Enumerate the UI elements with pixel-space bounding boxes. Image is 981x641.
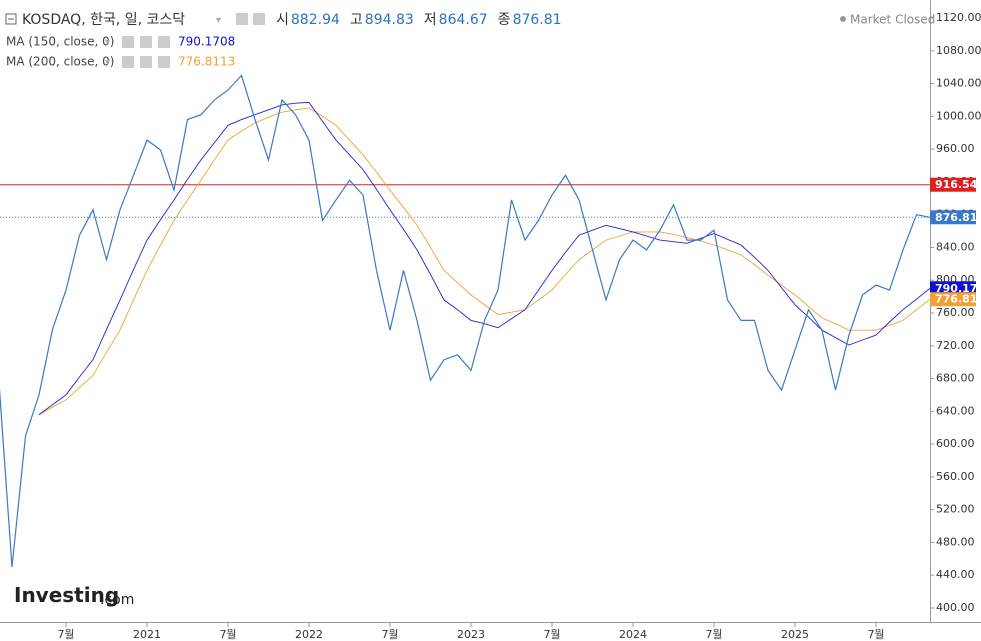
legend-icon (122, 36, 134, 48)
instrument-title: KOSDAQ, 한국, 일, 코스닥 (22, 12, 185, 28)
y-tick-label: 760.00 (936, 306, 975, 319)
y-tick-label: 960.00 (936, 142, 975, 155)
legend-icon (122, 56, 134, 68)
x-tick-label: 2022 (295, 628, 323, 641)
x-tick-label: 7월 (57, 628, 74, 641)
quote-value: 864.67 (439, 12, 488, 28)
axes: 400.00 440.00 480.00 520.00 560.00 600.00 640.… (57, 11, 981, 641)
x-tick-label: 7월 (381, 628, 398, 641)
price-line-tag-bg (930, 177, 976, 192)
quote-value: 894.83 (365, 12, 414, 28)
quote: 시 882.94 고 894.83 저 864.67 종 876.81 (276, 12, 562, 28)
y-tick-label: 680.00 (936, 372, 975, 385)
y-tick-label: 840.00 (936, 240, 975, 253)
quote-label: 저 (424, 12, 437, 28)
logo-suffix: .com (100, 592, 134, 608)
legend-label: MA (150, close, 0) (6, 35, 114, 49)
x-tick-label: 7월 (705, 628, 722, 641)
x-tick-label: 7월 (219, 628, 236, 641)
status-dot (840, 16, 846, 22)
logo: Investing (14, 583, 119, 607)
ma-tag: 776.81 (930, 292, 977, 307)
legend-icon (140, 56, 152, 68)
collapse-icon[interactable] (5, 13, 17, 25)
last-price-tag-label: 876.81 (935, 211, 977, 224)
y-tick-label: 1120.00 (936, 11, 981, 24)
y-tick-label: 440.00 (936, 568, 975, 581)
series-line (38, 101, 930, 415)
x-tick-label: 2023 (457, 628, 485, 641)
market-status: Market Closed (850, 13, 935, 27)
x-tick-label: 2025 (781, 628, 809, 641)
last-price-tag-bg (930, 210, 976, 225)
quote-label: 고 (350, 12, 363, 28)
y-tick-label: 1000.00 (936, 109, 981, 122)
legend-icon (140, 36, 152, 48)
y-tick-label: 720.00 (936, 339, 975, 352)
plot-area (0, 74, 930, 568)
ma-tag-label: 790.17 (935, 282, 977, 295)
x-tick-label: 7월 (867, 628, 884, 641)
quote-label: 종 (498, 12, 511, 28)
series-line (0, 74, 930, 568)
legend-value: 776.8113 (178, 55, 235, 69)
y-tick-label: 520.00 (936, 503, 975, 516)
x-tick-label: 2021 (133, 628, 161, 641)
price-line-tag: 916.54 (930, 177, 978, 192)
legend-icon (158, 56, 170, 68)
legend-label: MA (200, close, 0) (6, 55, 114, 69)
settings-icon[interactable] (253, 13, 265, 25)
price-line-tag-label: 916.54 (935, 178, 978, 191)
ma-tag-bg (930, 281, 976, 296)
quote-value: 882.94 (291, 12, 340, 28)
quote-value: 876.81 (513, 12, 562, 28)
ma-tag-label: 776.81 (935, 293, 977, 306)
eye-icon[interactable] (236, 13, 248, 25)
y-tick-label: 1080.00 (936, 44, 981, 57)
legend-icon (158, 36, 170, 48)
x-tick-label: 2024 (619, 628, 647, 641)
y-tick-label: 640.00 (936, 404, 975, 417)
ma-tag: 790.17 (930, 281, 977, 296)
legend-arrow: ▾ (105, 37, 110, 48)
quote-label: 시 (276, 12, 289, 28)
y-tick-label: 600.00 (936, 437, 975, 450)
dropdown-arrow[interactable]: ▾ (216, 15, 221, 26)
legend-value: 790.1708 (178, 35, 235, 49)
series-line (38, 107, 930, 415)
ma-tag-bg (930, 292, 976, 307)
legend-arrow: ▾ (105, 57, 110, 68)
y-tick-label: 400.00 (936, 601, 975, 614)
y-tick-label: 1040.00 (936, 77, 981, 90)
last-price-tag: 876.81 (930, 210, 977, 225)
x-tick-label: 7월 (543, 628, 560, 641)
y-tick-label: 480.00 (936, 535, 975, 548)
y-tick-label: 560.00 (936, 470, 975, 483)
